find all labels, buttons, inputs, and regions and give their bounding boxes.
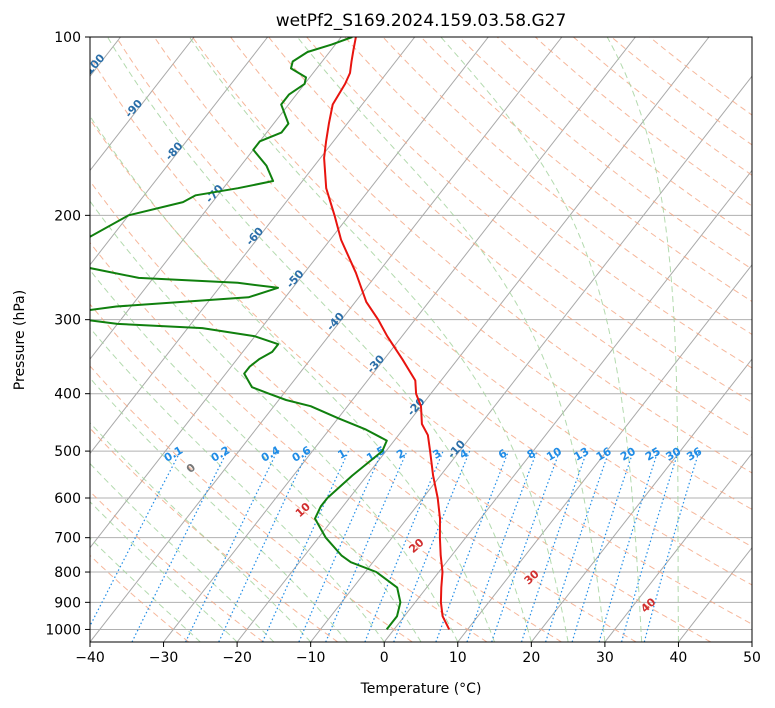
mixing-ratio-line [643, 450, 700, 642]
isotherm-line [90, 37, 195, 172]
mixing-ratio-line [298, 450, 383, 642]
dry-adiabat-line [230, 37, 752, 474]
x-tick-label: −20 [222, 650, 252, 666]
isotherm-line [457, 263, 752, 642]
y-tick-label: 100 [54, 30, 81, 46]
moist-adiabat-line [188, 37, 569, 642]
moist-adiabat-line [440, 37, 643, 642]
isotherm-line [383, 169, 752, 642]
mixing-ratio-line [621, 450, 679, 642]
x-tick-label: 20 [522, 650, 540, 666]
dry-adiabat-line [306, 37, 752, 403]
dry-adiabat-line [191, 37, 752, 511]
moist-adiabat-line [90, 501, 238, 642]
dry-adiabat-line [90, 365, 413, 642]
moist-adiabat-line [90, 422, 312, 642]
x-tick-label: −30 [149, 650, 179, 666]
dry-adiabat-line [268, 37, 752, 438]
x-tick-label: 30 [596, 650, 614, 666]
moist-adiabat-line [107, 37, 532, 642]
x-axis: −40 −30 −20 −10 0 10 20 30 40 50 [75, 642, 761, 666]
y-tick-label: 600 [54, 491, 81, 507]
y-tick-label: 500 [54, 444, 81, 460]
y-tick-label: 200 [54, 208, 81, 224]
dry-adiabat-line [420, 37, 752, 303]
x-tick-label: 50 [743, 650, 761, 666]
plot-frame [89, 36, 753, 643]
mixing-ratio-line [393, 450, 471, 642]
y-axis-label: Pressure (hPa) [12, 290, 28, 390]
isotherm-line [604, 452, 752, 642]
x-tick-label: 0 [380, 650, 389, 666]
dry-adiabat-line [90, 241, 562, 642]
y-tick-label: 700 [54, 531, 81, 547]
dry-adiabat-line [90, 554, 189, 642]
mixing-ratio-line [466, 450, 538, 642]
y-axis: 100 200 300 400 500 600 700 800 900 1000 [45, 30, 90, 638]
mixing-ratio-line [131, 450, 228, 642]
isotherm-line [530, 358, 752, 642]
dry-adiabat-line [90, 55, 752, 625]
chart-title: wetPf2_S169.2024.159.03.58.G27 [276, 11, 567, 31]
dry-adiabat-line [90, 427, 339, 642]
mixing-ratio-line [598, 450, 659, 642]
moist-adiabat-line [90, 269, 422, 642]
x-tick-label: 40 [670, 650, 688, 666]
isotherm-line [236, 37, 710, 642]
dry-adiabat-line [153, 37, 752, 548]
isotherm-line [310, 75, 752, 642]
mixing-ratio-line [520, 450, 588, 642]
moist-adiabat-line [90, 200, 459, 642]
moist-adiabat-line [90, 327, 385, 642]
mixing-ratio-line [571, 450, 634, 642]
x-axis-label: Temperature (°C) [360, 681, 482, 697]
dry-adiabat-line [115, 37, 752, 586]
y-tick-label: 900 [54, 595, 81, 611]
mixing-ratio-line [491, 450, 561, 642]
moist-adiabat-line [606, 37, 679, 642]
mixing-ratio-line [325, 450, 408, 642]
y-tick-label: 400 [54, 387, 81, 403]
mixing-ratio-line [261, 450, 350, 642]
isotherm-line [90, 37, 416, 455]
dry-adiabat-line [90, 180, 637, 642]
x-tick-label: 10 [449, 650, 467, 666]
isotherm-line [90, 37, 269, 266]
isotherm-line [90, 37, 489, 549]
isotherm-line [90, 37, 342, 360]
y-tick-label: 300 [54, 313, 81, 329]
y-tick-label: 1000 [45, 622, 81, 638]
mixing-ratio-line [545, 450, 610, 642]
mixing-ratio-line [364, 450, 444, 642]
isotherm-line [163, 37, 636, 642]
moist-adiabat-line [296, 37, 606, 642]
x-tick-label: −40 [75, 650, 105, 666]
y-tick-label: 800 [54, 565, 81, 581]
dry-adiabat-line [90, 303, 488, 642]
moist-adiabat-line [90, 537, 201, 642]
moist-adiabat-line [90, 115, 496, 642]
dewpoint-profile-line [90, 37, 402, 631]
x-tick-label: −10 [296, 650, 326, 666]
moist-adiabat-line [90, 462, 275, 642]
temperature-profile-line [323, 37, 451, 630]
